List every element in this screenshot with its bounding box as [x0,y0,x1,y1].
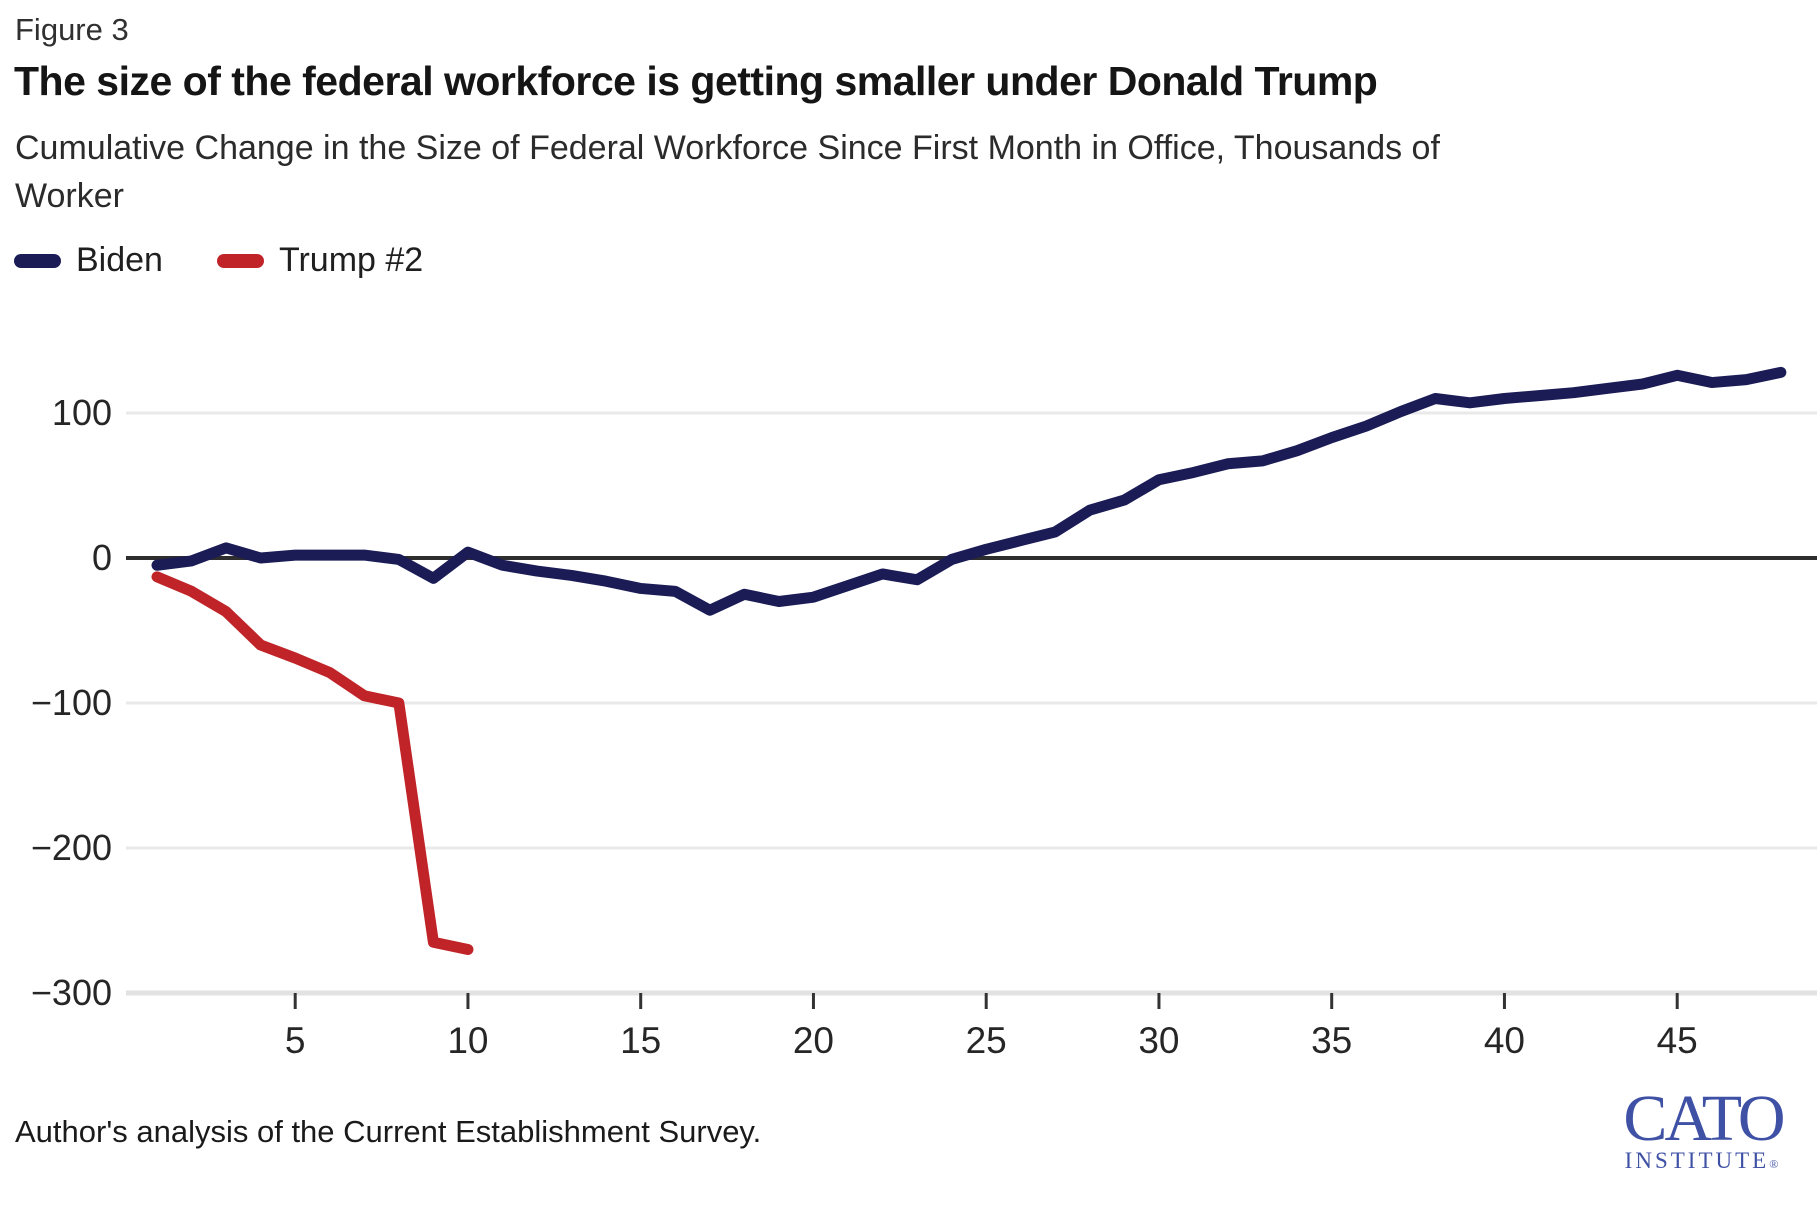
legend-label-trump: Trump #2 [278,241,424,279]
svg-text:−300: −300 [31,972,112,1013]
svg-text:10: 10 [447,1020,488,1061]
svg-text:20: 20 [793,1020,834,1061]
svg-text:−200: −200 [31,827,112,868]
chart-subtitle-line2: Worker [15,177,124,216]
svg-text:5: 5 [285,1020,306,1061]
cato-institute-logo: CATO INSTITUTE® [1598,1086,1808,1174]
legend-item-trump: Trump #2 [216,241,424,280]
registered-trademark-icon: ® [1769,1157,1782,1171]
chart-subtitle: Cumulative Change in the Size of Federal… [15,124,1440,221]
cato-logo-wordmark: CATO [1623,1082,1785,1155]
cato-logo-subname: INSTITUTE® [1624,1148,1782,1173]
svg-text:30: 30 [1138,1020,1179,1061]
trump-series-swatch [216,253,264,268]
svg-text:40: 40 [1484,1020,1525,1061]
svg-text:−100: −100 [31,682,112,723]
svg-text:45: 45 [1657,1020,1698,1061]
legend-label-biden: Biden [76,241,163,279]
legend-item-biden: Biden [14,241,163,280]
svg-text:100: 100 [52,392,112,433]
chart-title: The size of the federal workforce is get… [14,58,1378,104]
svg-text:0: 0 [92,537,112,578]
svg-text:25: 25 [966,1020,1007,1061]
svg-text:35: 35 [1311,1020,1352,1061]
legend: Biden Trump #2 [14,241,423,280]
chart-subtitle-line1: Cumulative Change in the Size of Federal… [15,129,1440,167]
figure-label: Figure 3 [15,12,129,47]
source-note: Author's analysis of the Current Establi… [15,1114,762,1149]
svg-text:15: 15 [620,1020,661,1061]
biden-series-swatch [14,253,61,268]
